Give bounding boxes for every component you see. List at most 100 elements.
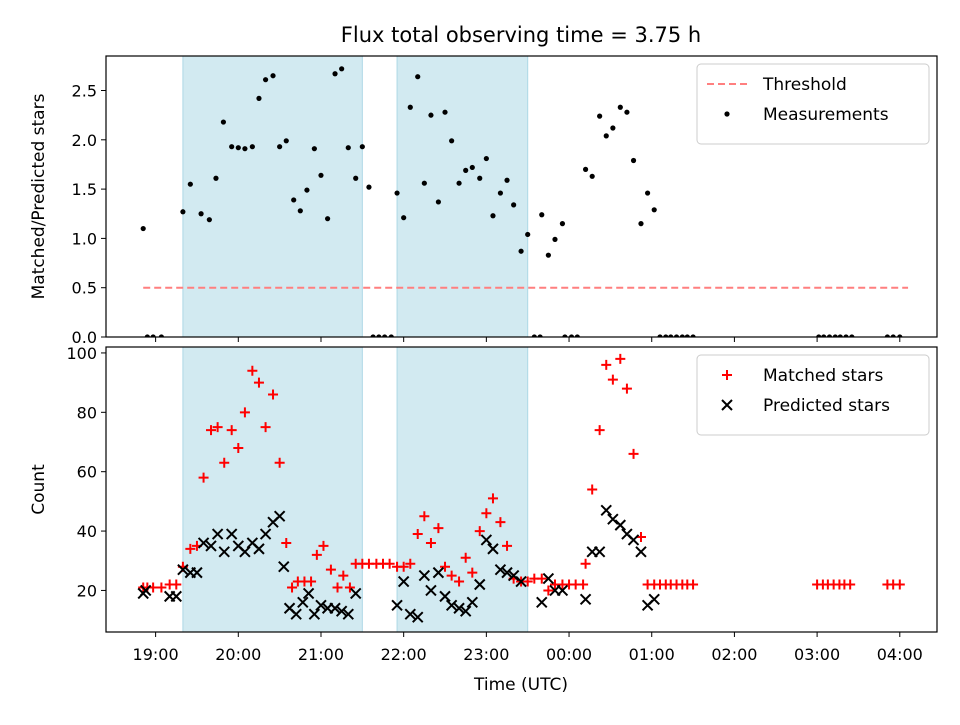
measurement-point bbox=[415, 74, 421, 80]
y-tick-label: 1.5 bbox=[72, 180, 97, 199]
x-axis-label: Time (UTC) bbox=[473, 675, 568, 695]
predicted-star-point bbox=[335, 605, 348, 617]
measurement-point bbox=[582, 166, 589, 172]
matched-star-point bbox=[281, 537, 292, 548]
predicted-star-point bbox=[259, 528, 272, 540]
predicted-star-point bbox=[487, 543, 499, 555]
predicted-star-point bbox=[439, 590, 451, 603]
measurement-point bbox=[545, 252, 551, 258]
observing-window bbox=[182, 56, 363, 337]
predicted-star-point bbox=[211, 528, 224, 540]
measurement-point bbox=[589, 173, 595, 179]
x-tick-label: 19:00 bbox=[133, 645, 179, 664]
measurement-point bbox=[213, 175, 219, 181]
measurement-point bbox=[262, 77, 269, 83]
measurement-point bbox=[469, 164, 475, 171]
measurement-point bbox=[504, 177, 510, 183]
y-tick-label: 1.0 bbox=[72, 229, 97, 248]
matched-star-point bbox=[206, 425, 217, 436]
measurement-point bbox=[562, 334, 568, 337]
measurement-point bbox=[537, 334, 543, 337]
measurement-point bbox=[644, 190, 651, 196]
matched-star-point bbox=[587, 484, 598, 495]
measurement-point bbox=[370, 334, 376, 337]
predicted-star-point bbox=[139, 584, 152, 597]
measurement-point bbox=[394, 190, 400, 196]
predicted-star-point bbox=[459, 605, 472, 617]
predicted-star-point bbox=[397, 575, 410, 588]
matched-star-point bbox=[226, 425, 237, 436]
matched-star-point bbox=[845, 579, 856, 590]
measurement-point bbox=[144, 334, 150, 337]
y-tick-label: 0.0 bbox=[72, 328, 97, 347]
y-tick-label: 100 bbox=[66, 344, 97, 363]
x-tick-label: 23:00 bbox=[463, 645, 509, 664]
measurement-point bbox=[673, 334, 680, 337]
measurement-point bbox=[679, 334, 685, 337]
measurement-point bbox=[624, 109, 630, 115]
predicted-star-point bbox=[494, 563, 507, 576]
matched-star-point bbox=[688, 579, 699, 590]
matched-star-point bbox=[487, 493, 498, 504]
matched-star-point bbox=[495, 517, 506, 528]
matched-star-point bbox=[578, 579, 589, 590]
predicted-star-point bbox=[239, 546, 251, 558]
measurement-point bbox=[843, 334, 849, 337]
matched-star-point bbox=[440, 561, 451, 572]
matched-star-point bbox=[260, 422, 271, 433]
measurement-point bbox=[297, 208, 303, 214]
matched-star-point bbox=[467, 567, 478, 578]
matched-star-point bbox=[607, 374, 618, 385]
predicted-star-point bbox=[197, 537, 210, 549]
measurement-point bbox=[597, 113, 603, 119]
predicted-star-point bbox=[205, 540, 217, 552]
matched-star-point bbox=[474, 526, 485, 537]
matched-star-point bbox=[332, 582, 343, 593]
matched-star-point bbox=[628, 448, 639, 459]
measurement-point bbox=[531, 334, 537, 337]
predicted-star-point bbox=[501, 566, 513, 579]
measurement-point bbox=[242, 146, 248, 152]
measurement-point bbox=[388, 334, 394, 337]
measurement-point bbox=[283, 138, 289, 144]
y-tick-label: 80 bbox=[77, 403, 97, 422]
predicted-star-point bbox=[218, 546, 230, 558]
measurement-point bbox=[332, 71, 338, 77]
measurement-point bbox=[277, 144, 283, 150]
matched-star-point bbox=[268, 389, 279, 400]
matched-star-point bbox=[212, 422, 223, 433]
matched-star-point bbox=[198, 472, 209, 483]
predicted-star-point bbox=[177, 563, 189, 576]
matched-star-point bbox=[621, 383, 632, 394]
predicted-star-point bbox=[453, 602, 465, 614]
measurement-point bbox=[150, 334, 156, 337]
measurement-point bbox=[610, 125, 616, 131]
predicted-star-point bbox=[635, 546, 647, 558]
matched-star-point bbox=[253, 377, 264, 388]
measurement-point bbox=[407, 104, 413, 110]
measurement-point bbox=[198, 211, 204, 217]
matched-star-point bbox=[460, 552, 471, 563]
legend-label: Matched stars bbox=[763, 366, 883, 386]
predicted-star-point bbox=[648, 593, 660, 606]
predicted-star-point bbox=[297, 596, 309, 609]
x-tick-label: 00:00 bbox=[546, 645, 592, 664]
matched-star-point bbox=[311, 549, 322, 560]
measurement-point bbox=[220, 119, 227, 125]
predicted-star-point bbox=[614, 519, 627, 531]
predicted-star-point bbox=[593, 546, 606, 558]
predicted-star-point bbox=[474, 578, 486, 591]
matched-star-point bbox=[481, 508, 492, 519]
matched-star-point bbox=[325, 564, 336, 575]
legend-matched-swatch bbox=[722, 370, 732, 380]
measurement-point bbox=[574, 334, 580, 337]
measurement-point bbox=[668, 334, 674, 337]
measurement-point bbox=[525, 231, 531, 238]
measurement-point bbox=[890, 334, 896, 337]
measurement-point bbox=[617, 104, 623, 110]
top-panel: 0.0 0.5 1.0 1.5 2.0 2.5 Matched/Predicted star… bbox=[29, 55, 938, 347]
matched-star-point bbox=[425, 537, 436, 548]
matched-star-point bbox=[580, 558, 591, 569]
x-tick-label: 04:00 bbox=[877, 645, 923, 664]
predicted-star-point bbox=[329, 602, 341, 614]
